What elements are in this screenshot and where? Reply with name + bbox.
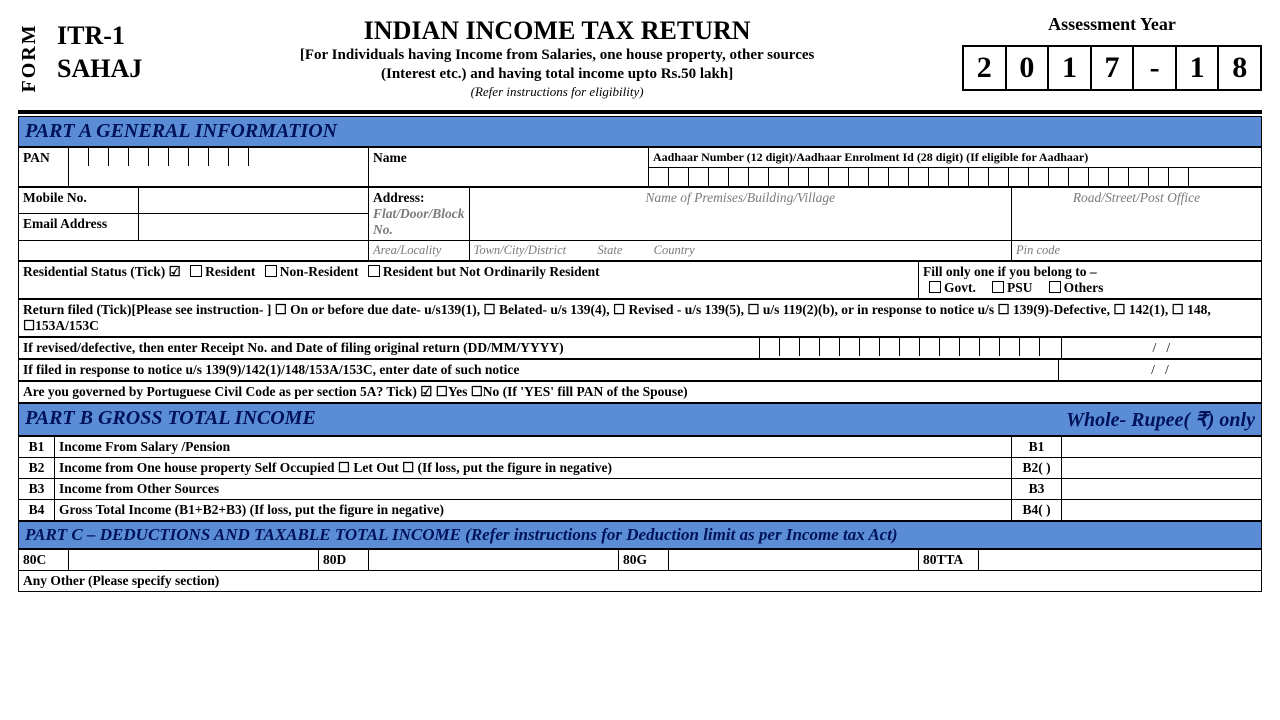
part-b-bar: PART B GROSS TOTAL INCOME Whole- Rupee( … [18, 403, 1262, 436]
part-a-bar: PART A GENERAL INFORMATION [18, 116, 1262, 147]
b2-val: B2( ) [1012, 457, 1062, 478]
addr-pin[interactable]: Pin code [1012, 240, 1262, 260]
b2-code: B2 [19, 457, 55, 478]
form-header: FORM ITR-1 SAHAJ INDIAN INCOME TAX RETUR… [18, 14, 1262, 102]
ay-d1: 0 [1007, 47, 1050, 89]
email-input[interactable] [139, 214, 369, 241]
title-box: INDIAN INCOME TAX RETURN [For Individual… [158, 14, 956, 102]
main-title: INDIAN INCOME TAX RETURN [166, 16, 948, 46]
receipt-boxes[interactable] [760, 337, 1061, 358]
b3-val: B3 [1012, 478, 1062, 499]
b4-label: Gross Total Income (B1+B2+B3) (If loss, … [55, 499, 1012, 520]
return-filed[interactable]: Return filed (Tick)[Please see instructi… [19, 299, 1262, 336]
name-label[interactable]: Name [369, 147, 649, 186]
notice-label: If filed in response to notice u/s 139(9… [19, 359, 1059, 380]
d-80g-amt[interactable] [669, 549, 919, 570]
d-80g: 80G [619, 549, 669, 570]
revised-label: If revised/defective, then enter Receipt… [19, 337, 760, 358]
res-status[interactable]: Residential Status (Tick) ☑ Resident Non… [19, 261, 919, 298]
revised-date[interactable]: / / [1061, 337, 1261, 358]
ay-d4: - [1134, 47, 1177, 89]
d-80d: 80D [319, 549, 369, 570]
b3-amt[interactable] [1062, 478, 1262, 499]
ay-d2: 1 [1049, 47, 1092, 89]
pan-label: PAN [19, 147, 69, 186]
b2-amt[interactable] [1062, 457, 1262, 478]
part-b-title: PART B GROSS TOTAL INCOME [25, 407, 316, 432]
return-filed-row: Return filed (Tick)[Please see instructi… [18, 299, 1262, 337]
part-c-table: 80C 80D 80G 80TTA Any Other (Please spec… [18, 549, 1262, 592]
email-label: Email Address [19, 214, 139, 241]
residential-row: Residential Status (Tick) ☑ Resident Non… [18, 261, 1262, 299]
b4-amt[interactable] [1062, 499, 1262, 520]
mobile-input[interactable] [139, 187, 369, 214]
address-label: Address: Flat/Door/Block No. [369, 187, 470, 240]
part-b-table: B1 Income From Salary /Pension B1 B2 Inc… [18, 436, 1262, 521]
aadhaar-label: Aadhaar Number (12 digit)/Aadhaar Enrolm… [649, 147, 1262, 167]
part-a-table: PAN Name Aadhaar Number (12 digit)/Aadha… [18, 147, 1262, 187]
revised-row: If revised/defective, then enter Receipt… [18, 337, 1262, 359]
sub-title-2: (Interest etc.) and having total income … [166, 65, 948, 84]
b4-code: B4 [19, 499, 55, 520]
d-80c: 80C [19, 549, 69, 570]
ay-d5: 1 [1177, 47, 1220, 89]
b3-code: B3 [19, 478, 55, 499]
ay-digits: 2 0 1 7 - 1 8 [962, 45, 1262, 91]
addr-premises[interactable]: Name of Premises/Building/Village [469, 187, 1011, 240]
b1-code: B1 [19, 436, 55, 457]
b3-label: Income from Other Sources [55, 478, 1012, 499]
mobile-label: Mobile No. [19, 187, 139, 214]
ay-d3: 7 [1092, 47, 1135, 89]
addr-area[interactable]: Area/Locality [369, 240, 470, 260]
addr-road[interactable]: Road/Street/Post Office [1012, 187, 1262, 240]
addr-country[interactable]: Country [654, 243, 695, 257]
addr-town[interactable]: Town/City/District [474, 243, 567, 257]
b1-label: Income From Salary /Pension [55, 436, 1012, 457]
d-80tta: 80TTA [919, 549, 979, 570]
part-c-bar: PART C – DEDUCTIONS AND TAXABLE TOTAL IN… [18, 521, 1262, 549]
d-80d-amt[interactable] [369, 549, 619, 570]
d-80tta-amt[interactable] [979, 549, 1262, 570]
part-a-title: PART A GENERAL INFORMATION [25, 120, 337, 143]
portuguese-label[interactable]: Are you governed by Portuguese Civil Cod… [19, 381, 1262, 402]
b4-val: B4( ) [1012, 499, 1062, 520]
form-code: ITR-1 SAHAJ [47, 14, 152, 102]
ay-label: Assessment Year [962, 14, 1262, 35]
portuguese-row: Are you governed by Portuguese Civil Cod… [18, 381, 1262, 403]
part-c-title: PART C – DEDUCTIONS AND TAXABLE TOTAL IN… [25, 525, 898, 545]
assessment-year-box: Assessment Year 2 0 1 7 - 1 8 [962, 14, 1262, 102]
d-80c-amt[interactable] [69, 549, 319, 570]
contact-table: Mobile No. Address: Flat/Door/Block No. … [18, 187, 1262, 261]
b1-amt[interactable] [1062, 436, 1262, 457]
header-separator [18, 110, 1262, 114]
b1-val: B1 [1012, 436, 1062, 457]
ay-d6: 8 [1219, 47, 1260, 89]
pan-boxes[interactable] [69, 147, 369, 186]
any-other[interactable]: Any Other (Please specify section) [19, 570, 1262, 591]
notice-date[interactable]: / / [1059, 359, 1262, 380]
belong-to[interactable]: Fill only one if you belong to – Govt. P… [919, 261, 1262, 298]
sub-title-1: [For Individuals having Income from Sala… [166, 46, 948, 65]
part-b-right: Whole- Rupee( ₹) only [1066, 407, 1255, 432]
b2-label[interactable]: Income from One house property Self Occu… [55, 457, 1012, 478]
notice-row: If filed in response to notice u/s 139(9… [18, 359, 1262, 381]
aadhaar-boxes[interactable] [649, 167, 1262, 186]
form-code-line2: SAHAJ [57, 53, 142, 86]
refer-note: (Refer instructions for eligibility) [166, 84, 948, 100]
addr-state[interactable]: State [597, 243, 622, 257]
ay-d0: 2 [964, 47, 1007, 89]
form-vertical-label: FORM [18, 14, 41, 102]
form-code-line1: ITR-1 [57, 20, 142, 53]
